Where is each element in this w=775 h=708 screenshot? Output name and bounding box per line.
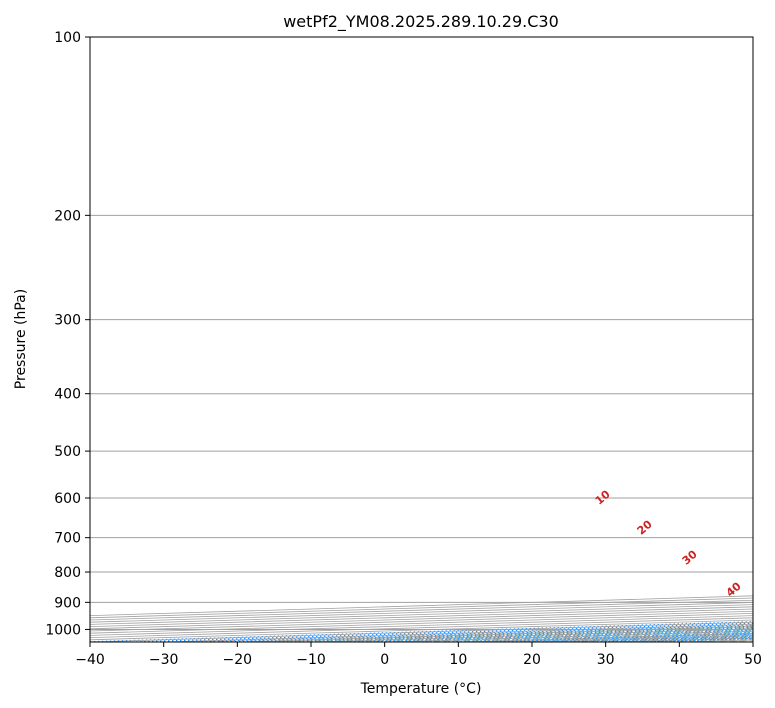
- isotherms: [90, 595, 753, 642]
- y-tick-label: 100: [54, 30, 81, 46]
- x-tick-label: 0: [380, 652, 389, 668]
- x-tick-label: −30: [149, 652, 179, 668]
- y-tick-label: 400: [54, 387, 81, 403]
- x-tick-label: 30: [597, 652, 615, 668]
- isotherm-line: [90, 606, 753, 628]
- dry-adiabat-line: [711, 640, 753, 642]
- y-tick-label: 300: [54, 313, 81, 329]
- isotherm-line: [163, 624, 753, 642]
- isotherm-line: [90, 617, 753, 639]
- isotherm-line: [458, 632, 753, 642]
- x-tick-label: −10: [296, 652, 326, 668]
- chart-title: wetPf2_YM08.2025.289.10.29.C30: [283, 12, 559, 32]
- y-tick-label: 800: [54, 565, 81, 581]
- dry-adiabat-line: [562, 635, 753, 642]
- moist-adiabat-line: [414, 630, 753, 642]
- isobars: [90, 37, 753, 630]
- moist-adiabat-line: [473, 632, 753, 642]
- isotherm-line: [90, 602, 753, 623]
- mixing-ratio-line: [522, 634, 753, 642]
- isotherm-line: [90, 608, 753, 630]
- x-tick-label: 40: [670, 652, 688, 668]
- isotherm-line: [90, 619, 753, 641]
- x-tick-label: 50: [744, 652, 762, 668]
- isotherm-line: [90, 597, 753, 619]
- x-axis: −40 −30 −20 −10 0 10 20 30 40 50: [75, 642, 762, 668]
- y-axis-label: Pressure (hPa): [13, 289, 29, 389]
- moist-adiabat-line: [443, 631, 753, 642]
- x-tick-label: −40: [75, 652, 105, 668]
- moist-adiabat-line: [384, 629, 753, 642]
- moist-adiabat-line: [590, 636, 753, 642]
- moist-adiabat-line: [708, 640, 753, 642]
- isotherm-line: [90, 615, 753, 636]
- moist-adiabat-line: [355, 629, 753, 642]
- y-axis: 100 200 300 400 500 600 700 800 900 1000: [45, 30, 90, 638]
- isotherm-line: [310, 628, 753, 642]
- x-tick-label: 20: [523, 652, 541, 668]
- y-tick-label: 900: [54, 595, 81, 611]
- isotherm-line: [90, 621, 753, 642]
- x-tick-label: −20: [223, 652, 253, 668]
- y-tick-label: 600: [54, 491, 81, 507]
- moist-adiabat-line: [649, 638, 753, 642]
- isotherm-line: [90, 613, 753, 634]
- moist-adiabat-line: [266, 626, 753, 642]
- dry-adiabat-line: [636, 637, 753, 642]
- x-tick-label: 10: [449, 652, 467, 668]
- dry-adiabat-line: [263, 625, 753, 642]
- dry-adiabat-line: [338, 628, 753, 642]
- y-tick-label: 700: [54, 531, 81, 547]
- x-axis-label: Temperature (°C): [360, 681, 482, 697]
- dry-adiabat-line: [487, 633, 753, 642]
- moist-adiabat-line: [620, 637, 753, 642]
- mixing-ratio-line: [365, 629, 753, 642]
- isotherm-label: 30: [680, 547, 700, 567]
- mixing-ratio-line: [262, 626, 753, 642]
- moist-adiabat-line: [237, 625, 753, 642]
- y-tick-label: 1000: [45, 622, 81, 638]
- moist-adiabat-line: [531, 634, 753, 642]
- mixing-ratio-line: [546, 635, 753, 642]
- isotherm-line: [237, 626, 753, 642]
- isotherm-line: [752, 641, 753, 642]
- isotherm-line: [531, 635, 753, 642]
- isotherm-line: [384, 630, 753, 642]
- plot-frame: [89, 36, 754, 643]
- moist-adiabat-line: [561, 635, 753, 642]
- y-tick-label: 200: [54, 208, 81, 224]
- moist-adiabats: [237, 625, 753, 642]
- isotherm-line: [90, 604, 753, 625]
- mixing-ratio-line: [645, 638, 753, 642]
- moist-adiabat-line: [502, 633, 753, 642]
- moist-adiabat-line: [325, 628, 753, 642]
- mixing-ratio-line: [467, 632, 753, 642]
- isotherm-line: [90, 595, 753, 617]
- isotherm-label: 20: [635, 517, 655, 537]
- isotherm-line: [90, 610, 753, 632]
- dry-adiabat-line: [412, 630, 753, 642]
- isotherm-line: [90, 599, 753, 621]
- moist-adiabat-line: [296, 627, 753, 642]
- isotherm-label: 10: [593, 487, 613, 507]
- y-tick-label: 500: [54, 444, 81, 460]
